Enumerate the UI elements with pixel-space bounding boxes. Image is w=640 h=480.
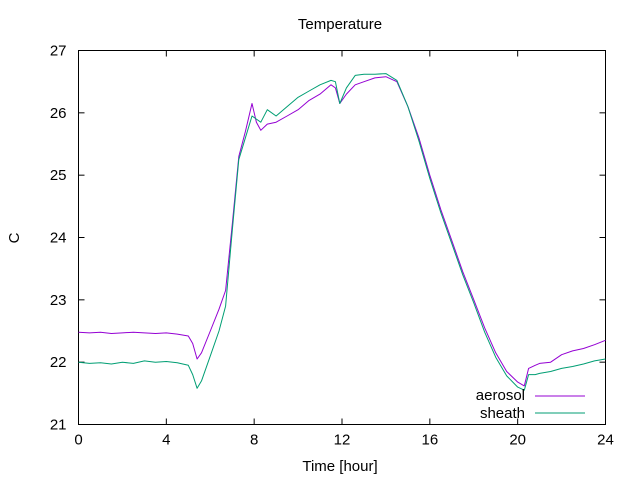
legend-label-sheath: sheath [480,405,525,422]
x-tick-label: 8 [250,432,258,449]
x-tick-label: 16 [421,432,438,449]
y-tick-labels: 21 22 23 24 25 26 27 [50,43,67,434]
y-tick-label: 22 [50,354,67,371]
y-tick-label: 24 [50,230,67,247]
y-tick-label: 25 [50,167,67,184]
x-axis-label: Time [hour] [302,458,377,475]
x-tick-label: 4 [162,432,170,449]
x-tick-label: 20 [509,432,526,449]
y-tick-label: 27 [50,43,67,60]
x-tick-labels: 0 4 8 12 16 20 24 [74,432,614,449]
x-tick-label: 24 [597,432,614,449]
y-axis-label: C [6,232,23,243]
axis-ticks [78,50,606,425]
chart-title: Temperature [298,16,382,33]
plot-frame [78,50,606,425]
series-line-sheath [78,73,606,391]
x-tick-label: 0 [74,432,82,449]
series-line-aerosol [78,76,606,387]
legend: aerosol sheath [476,387,585,422]
y-tick-label: 21 [50,417,67,434]
y-tick-label: 23 [50,292,67,309]
y-tick-label: 26 [50,105,67,122]
legend-label-aerosol: aerosol [476,387,525,404]
series-lines [78,73,606,391]
x-tick-label: 12 [334,432,351,449]
